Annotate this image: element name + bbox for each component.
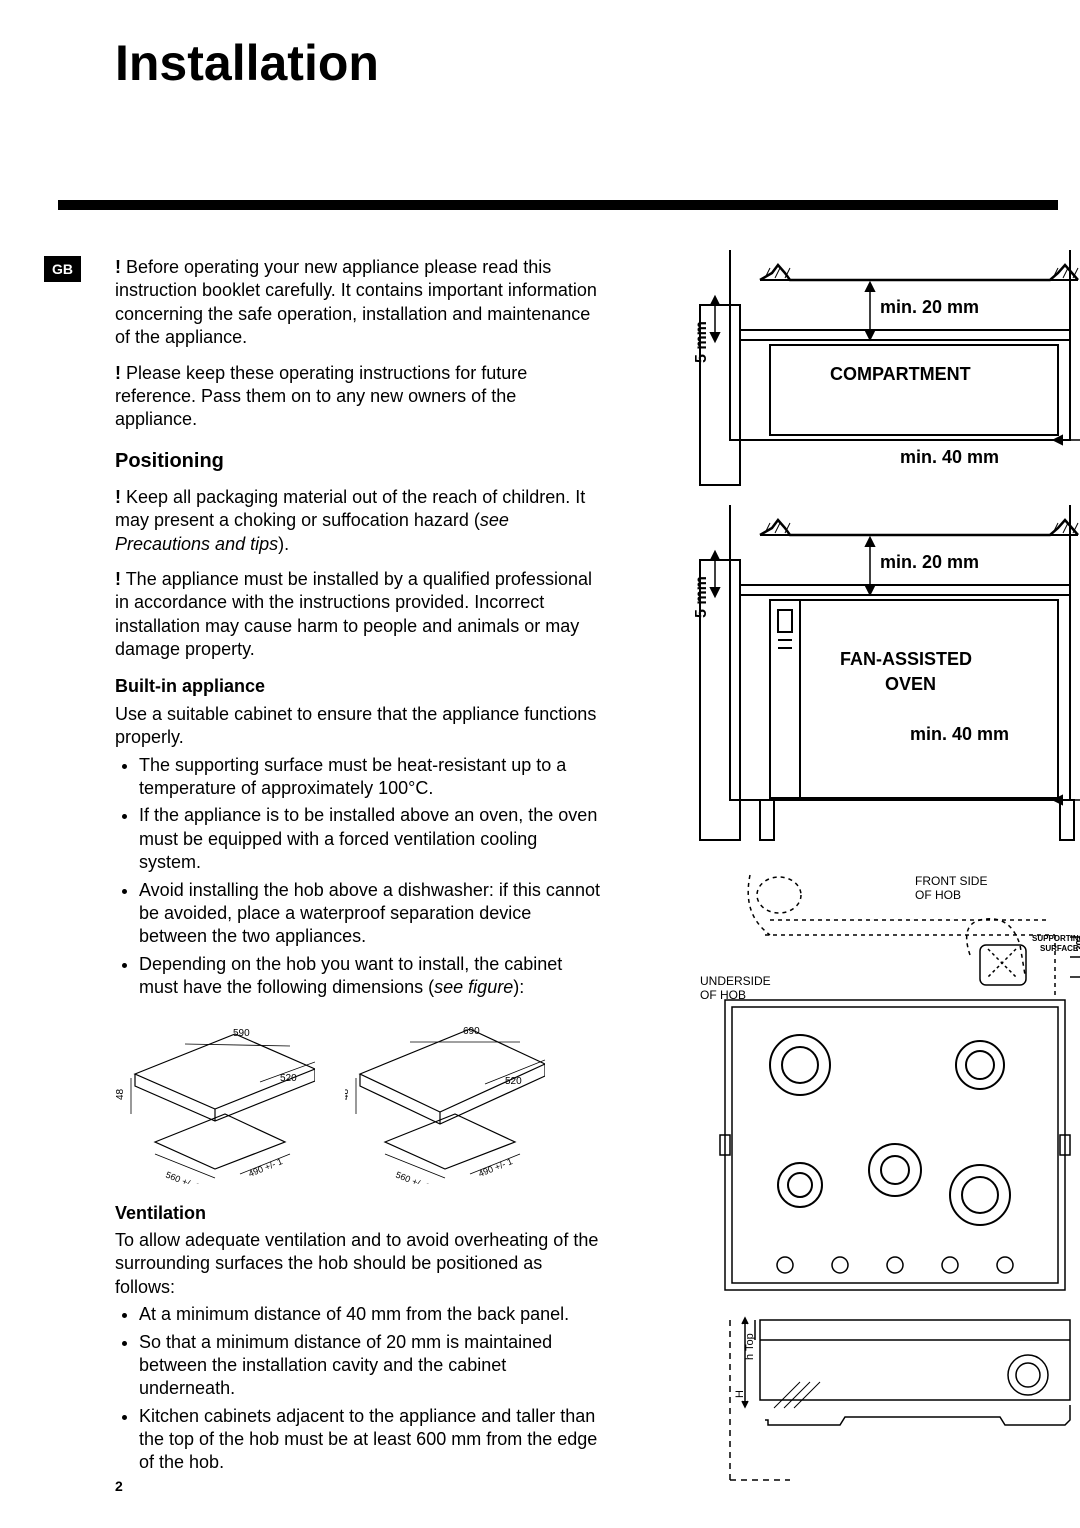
positioning-heading: Positioning xyxy=(115,448,603,474)
intro-p2-text: Please keep these operating instructions… xyxy=(115,363,527,430)
list-item: If the appliance is to be installed abov… xyxy=(139,804,603,874)
list-item: Avoid installing the hob above a dishwas… xyxy=(139,879,603,949)
body-text-column: ! Before operating your new appliance pl… xyxy=(115,256,603,1479)
label-compartment: COMPARTMENT xyxy=(830,364,971,384)
list-item: Kitchen cabinets adjacent to the applian… xyxy=(139,1405,603,1475)
builtin-bullets: The supporting surface must be heat-resi… xyxy=(139,754,603,1000)
label-min40-b: min. 40 mm xyxy=(910,724,1009,744)
list-item: So that a minimum distance of 20 mm is m… xyxy=(139,1331,603,1401)
list-item: Depending on the hob you want to install… xyxy=(139,953,603,1000)
label-underside-1: UNDERSIDE xyxy=(700,974,771,988)
label-min40: min. 40 mm xyxy=(900,447,999,467)
dim-690-h: 48 xyxy=(345,1088,351,1100)
dim-690-midd: 520 xyxy=(505,1076,522,1087)
dim-590-cutw: 560 +/- 1 xyxy=(164,1169,201,1183)
positioning-p2-text: The appliance must be installed by a qua… xyxy=(115,569,592,659)
list-item: At a minimum distance of 40 mm from the … xyxy=(139,1303,603,1326)
header-rule xyxy=(58,200,1058,210)
label-supporting-1: SUPPORTING xyxy=(1032,934,1080,943)
label-min20-b: min. 20 mm xyxy=(880,552,979,572)
dimension-diagram-590: 590 520 48 560 +/- 1 490 +/- 1 xyxy=(115,1014,315,1184)
label-dim30: 30 xyxy=(1075,939,1080,951)
dim-590-topw: 590 xyxy=(233,1028,250,1039)
dim-690-topw: 690 xyxy=(463,1026,480,1037)
diagrams-column: 5 mm min. 20 mm COMPARTMENT min. 40 mm xyxy=(670,245,1080,1490)
ventilation-intro: To allow adequate ventilation and to avo… xyxy=(115,1229,603,1299)
label-underside-2: OF HOB xyxy=(700,988,746,1002)
dimension-diagrams-row: 590 520 48 560 +/- 1 490 +/- 1 690 520 4… xyxy=(115,1014,603,1184)
clearance-diagram-compartment: 5 mm min. 20 mm COMPARTMENT min. 40 mm xyxy=(670,245,1080,495)
dim-690-cutw: 560 +/- 1 xyxy=(394,1169,431,1183)
label-front-side-2: OF HOB xyxy=(915,888,961,902)
label-front-side-1: FRONT SIDE xyxy=(915,874,987,888)
label-min20: min. 20 mm xyxy=(880,297,979,317)
dimension-diagram-690: 690 520 48 560 +/- 1 490 +/- 1 xyxy=(345,1014,545,1184)
intro-p1-text: Before operating your new appliance plea… xyxy=(115,257,597,347)
builtin-heading: Built-in appliance xyxy=(115,675,603,698)
builtin-last-b: ): xyxy=(513,977,524,997)
country-tag: GB xyxy=(44,256,81,282)
intro-para-2: ! Please keep these operating instructio… xyxy=(115,362,603,432)
page-title: Installation xyxy=(115,34,379,92)
label-htop: h Top xyxy=(744,1333,756,1360)
list-item: The supporting surface must be heat-resi… xyxy=(139,754,603,801)
ventilation-heading: Ventilation xyxy=(115,1202,603,1225)
positioning-p2: ! The appliance must be installed by a q… xyxy=(115,568,603,662)
positioning-p1: ! Keep all packaging material out of the… xyxy=(115,486,603,556)
label-fan-oven-1: FAN-ASSISTED xyxy=(840,649,972,669)
label-supporting-2: SURFACE xyxy=(1040,944,1079,953)
underside-hob-diagram: FRONT SIDE OF HOB SUPPORTING SURFACE 30 … xyxy=(670,865,1080,1485)
label-5mm-b: 5 mm xyxy=(693,576,710,618)
clearance-diagram-fan-oven: 5 mm min. 20 mm FAN-ASSISTED OVEN min. 4… xyxy=(670,500,1080,860)
label-H: H xyxy=(734,1390,746,1398)
dim-590-h: 48 xyxy=(115,1088,126,1100)
builtin-last-italic: see figure xyxy=(434,977,513,997)
page-number: 2 xyxy=(115,1478,123,1494)
builtin-intro: Use a suitable cabinet to ensure that th… xyxy=(115,703,603,750)
positioning-p1-b: ). xyxy=(278,534,289,554)
ventilation-bullets: At a minimum distance of 40 mm from the … xyxy=(139,1303,603,1475)
label-fan-oven-2: OVEN xyxy=(885,674,936,694)
dim-590-midd: 520 xyxy=(280,1073,297,1084)
label-5mm: 5 mm xyxy=(693,321,710,363)
dim-690-cutd: 490 +/- 1 xyxy=(477,1156,514,1179)
dim-590-cutd: 490 +/- 1 xyxy=(247,1156,284,1179)
intro-para-1: ! Before operating your new appliance pl… xyxy=(115,256,603,350)
positioning-p1-a: Keep all packaging material out of the r… xyxy=(115,487,585,530)
